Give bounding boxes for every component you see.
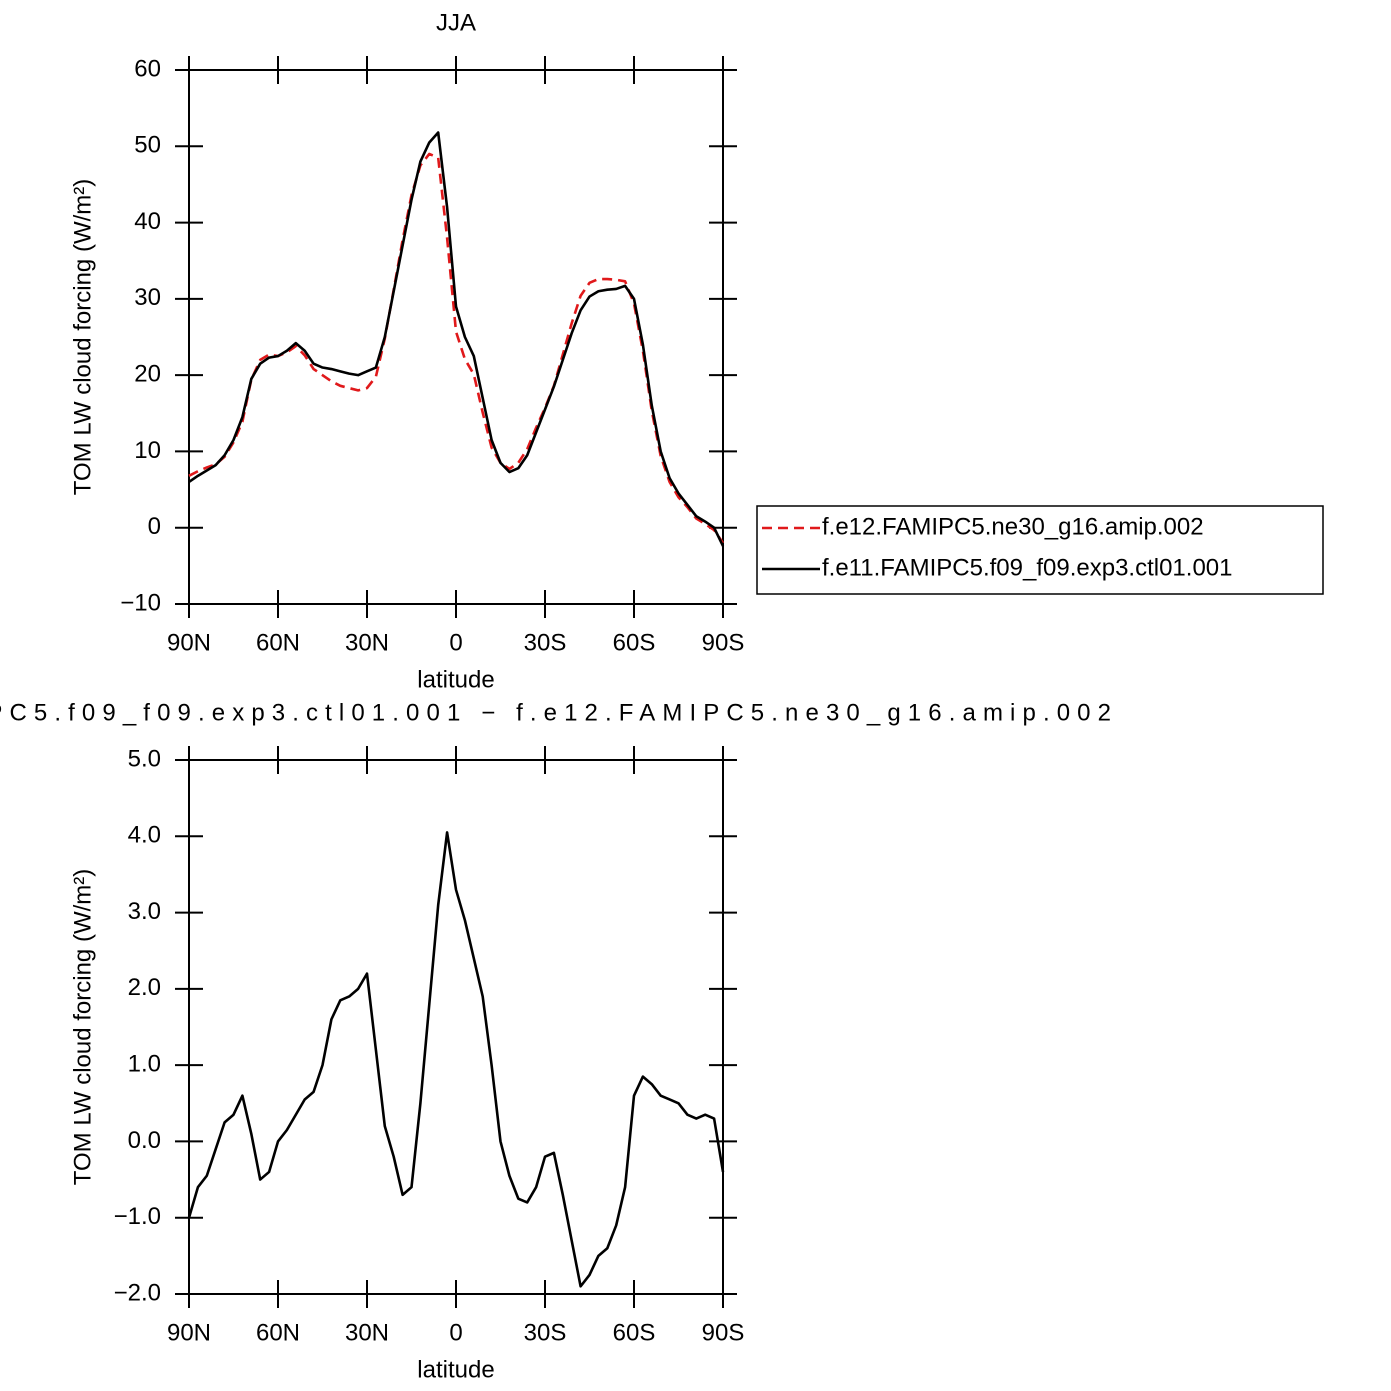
y-tick-label: −1.0	[114, 1203, 161, 1230]
x-tick-label: 60N	[256, 1319, 300, 1346]
y-axis-label: TOM LW cloud forcing (W/m²)	[69, 179, 96, 495]
y-axis-label: TOM LW cloud forcing (W/m²)	[69, 869, 96, 1185]
y-tick-label: 30	[134, 284, 161, 311]
x-tick-label: 60S	[613, 629, 656, 656]
plot-frame	[188, 69, 724, 605]
x-tick-label: 90S	[702, 629, 745, 656]
y-tick-label: −2.0	[114, 1279, 161, 1306]
x-axis-label: latitude	[417, 666, 494, 693]
y-tick-label: 2.0	[128, 974, 161, 1001]
x-axis-label: latitude	[417, 1356, 494, 1383]
y-tick-label: 10	[134, 437, 161, 464]
y-tick-label: 50	[134, 132, 161, 159]
x-tick-label: 90S	[702, 1319, 745, 1346]
y-tick-label: 0	[148, 513, 161, 540]
x-tick-label: 90N	[167, 1319, 211, 1346]
data-line	[188, 131, 725, 547]
legend-label: f.e11.FAMIPC5.f09_f09.exp3.ctl01.001	[822, 554, 1232, 581]
y-tick-label: 20	[134, 360, 161, 387]
y-tick-label: 1.0	[128, 1050, 161, 1077]
x-tick-label: 60N	[256, 629, 300, 656]
y-tick-label: −10	[120, 589, 161, 616]
legend-box	[756, 505, 1324, 595]
plot-frame	[188, 759, 724, 1295]
y-tick-label: 0.0	[128, 1127, 161, 1154]
y-tick-label: 60	[134, 55, 161, 82]
y-tick-label: 4.0	[128, 822, 161, 849]
x-tick-label: 0	[449, 629, 462, 656]
y-tick-label: 3.0	[128, 898, 161, 925]
chart-title: f.e11.FAMIPC5.f09_f09.exp3.ctl01.001 − f…	[0, 699, 1111, 726]
x-tick-label: 60S	[613, 1319, 656, 1346]
x-tick-label: 0	[449, 1319, 462, 1346]
x-tick-label: 30N	[345, 1319, 389, 1346]
chart-title: JJA	[436, 9, 476, 36]
x-tick-label: 30S	[524, 629, 567, 656]
y-tick-label: 40	[134, 208, 161, 235]
x-tick-label: 30S	[524, 1319, 567, 1346]
y-tick-label: 5.0	[128, 745, 161, 772]
legend-label: f.e12.FAMIPC5.ne30_g16.amip.002	[822, 513, 1204, 540]
data-line	[187, 831, 725, 1288]
x-tick-label: 30N	[345, 629, 389, 656]
x-tick-label: 90N	[167, 629, 211, 656]
